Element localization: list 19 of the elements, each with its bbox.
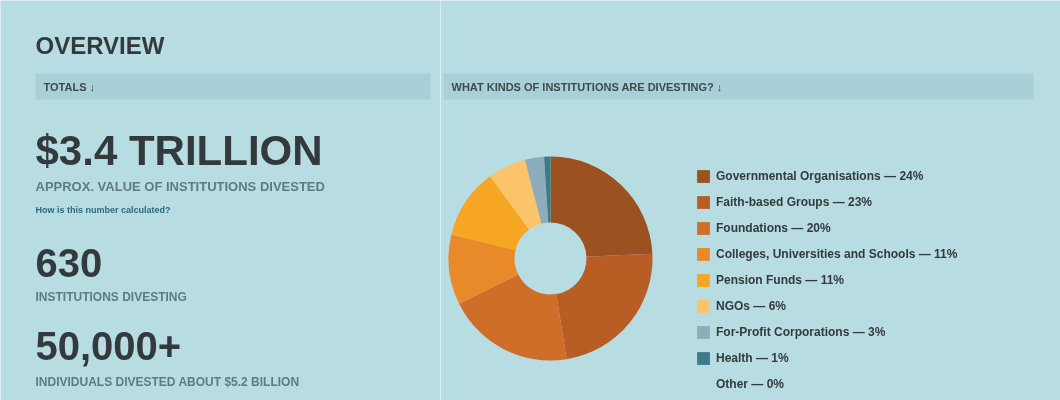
text: 630 [35,240,103,285]
text: INDIVIDUALS DIVESTED ABOUT $5.2 BILLION [35,374,300,389]
text: APPROX. VALUE OF INSTITUTIONS DIVESTED [35,179,325,194]
legend-label: Health — 1% [716,350,789,366]
legend-label: For-Profit Corporations — 3% [716,324,886,340]
text: 50,000+ [35,323,182,368]
chart-title: WHAT KINDS OF INSTITUTIONS ARE DIVESTING? ↓ [451,80,723,93]
text: INSTITUTIONS DIVESTING [35,289,187,304]
legend-label: Foundations — 20% [716,220,831,236]
text: OVERVIEW [35,32,165,59]
legend-label: Faith-based Groups — 23% [716,194,873,210]
text: How is this number calculated? [35,204,171,215]
legend-label: Pension Funds — 11% [716,272,845,288]
legend-label: NGOs — 6% [716,298,787,314]
legend-label: Colleges, Universities and Schools — 11% [716,246,958,262]
text: $3.4 TRILLION [35,127,323,174]
category-label: Other — 0% [716,377,785,391]
legend-label: Governmental Organisations — 24% [716,168,924,184]
text: TOTALS ↓ [43,80,96,93]
